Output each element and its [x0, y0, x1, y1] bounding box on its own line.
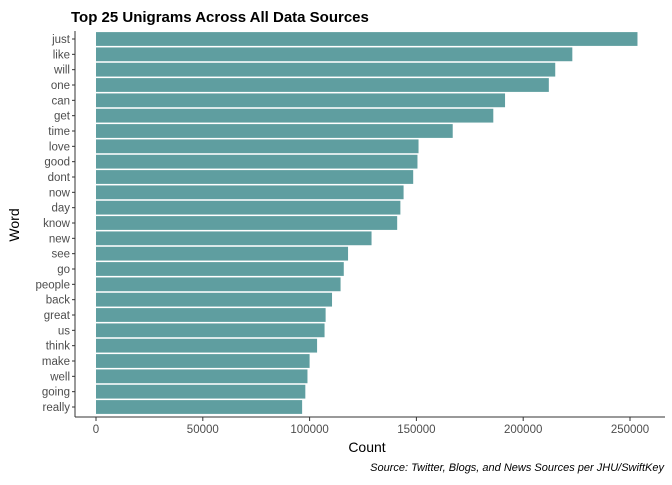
x-tick-label: 0 — [93, 424, 99, 436]
bars-layer — [96, 32, 638, 414]
y-tick-label: great — [44, 310, 71, 322]
x-tick-label: 100000 — [290, 424, 328, 436]
bar-now — [96, 185, 404, 200]
x-tick-label: 150000 — [397, 424, 435, 436]
x-tick-label: 200000 — [504, 424, 542, 436]
y-tick-label: like — [53, 49, 70, 61]
y-tick-label: time — [48, 126, 70, 138]
y-tick-label: think — [46, 341, 71, 353]
y-tick-label: can — [51, 95, 70, 107]
chart-caption: Source: Twitter, Blogs, and News Sources… — [370, 462, 665, 474]
bar-dont — [96, 170, 414, 184]
y-tick-label: just — [51, 34, 71, 46]
y-tick-label: see — [51, 249, 70, 261]
y-tick-label: now — [49, 187, 71, 199]
y-tick-label: will — [53, 65, 70, 77]
y-tick-label: going — [42, 387, 70, 399]
y-axis: just like will one can get time love good dont now… — [35, 34, 75, 414]
y-tick-label: day — [51, 203, 70, 215]
y-axis-label: Word — [6, 208, 22, 241]
y-tick-label: know — [43, 218, 71, 230]
bar-get — [96, 108, 494, 123]
bar-day — [96, 200, 401, 215]
bar-good — [96, 154, 418, 169]
bar-can — [96, 93, 506, 108]
bar-people — [96, 277, 341, 292]
x-tick-label: 250000 — [611, 424, 649, 436]
y-tick-label: go — [57, 264, 70, 276]
x-axis-label: Count — [348, 439, 385, 455]
y-tick-label: dont — [48, 172, 71, 184]
y-tick-label: good — [44, 157, 70, 169]
bar-make — [96, 354, 310, 368]
y-tick-label: back — [46, 295, 71, 307]
x-tick-label: 50000 — [187, 424, 219, 436]
y-tick-label: love — [49, 141, 70, 153]
y-tick-label: new — [49, 233, 71, 245]
y-tick-label: one — [51, 80, 70, 92]
y-tick-label: people — [35, 279, 70, 291]
bar-really — [96, 400, 303, 414]
y-tick-label: make — [42, 356, 70, 368]
y-tick-label: well — [49, 371, 70, 383]
bar-one — [96, 78, 549, 92]
bar-love — [96, 139, 419, 154]
chart-title: Top 25 Unigrams Across All Data Sources — [71, 9, 369, 26]
bar-like — [96, 47, 573, 62]
y-tick-label: get — [54, 111, 71, 123]
bar-just — [96, 32, 638, 46]
bar-going — [96, 384, 306, 399]
bar-well — [96, 369, 308, 384]
bar-know — [96, 216, 398, 230]
y-tick-label: really — [43, 402, 71, 414]
y-tick-label: us — [58, 325, 70, 337]
x-axis: 0 50000 100000 150000 200000 250000 — [93, 417, 649, 436]
bar-think — [96, 338, 318, 353]
bar-will — [96, 62, 556, 77]
bar-see — [96, 246, 349, 261]
bar-go — [96, 262, 344, 276]
bar-time — [96, 124, 453, 138]
bar-back — [96, 292, 333, 307]
bar-new — [96, 231, 372, 246]
bar-great — [96, 308, 326, 322]
bar-us — [96, 323, 325, 338]
